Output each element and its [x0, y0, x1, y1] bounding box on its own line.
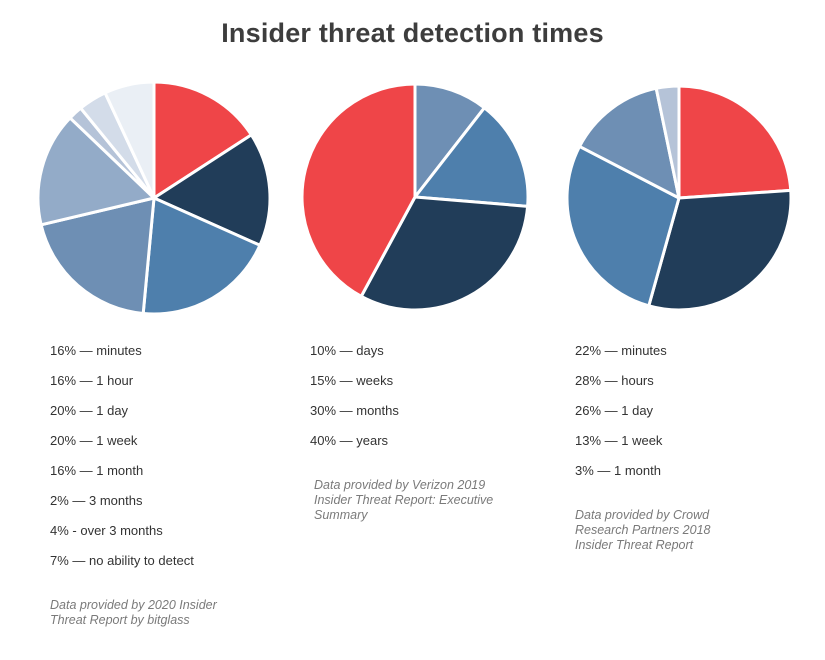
legend-item: 40% — years — [310, 433, 389, 448]
legend-bitglass: 16% — minutes 16% — 1 hour 20% — 1 day 2… — [50, 336, 194, 576]
legend-item: 20% — 1 day — [50, 403, 129, 418]
pie-slice — [565, 144, 681, 308]
legend-item: 13% — 1 week — [575, 433, 663, 448]
pie-slice — [647, 188, 793, 312]
legend-item: 2% — 3 months — [50, 493, 143, 508]
legend-item: 16% — 1 month — [50, 463, 144, 478]
pie-slice — [578, 86, 681, 200]
source-note-bitglass: Data provided by 2020 Insider Threat Rep… — [50, 598, 217, 627]
pie-chart-bitglass — [36, 80, 272, 316]
pie-slice — [152, 133, 272, 247]
source-note-crowd-research: Data provided by Crowd Research Partners… — [575, 508, 711, 552]
legend-item: 30% — months — [310, 403, 399, 418]
pie-slice — [36, 116, 156, 227]
legend-crowd-research: 22% — minutes 28% — hours 26% — 1 day 13… — [575, 336, 667, 486]
pie-slice — [300, 82, 417, 298]
legend-item: 22% — minutes — [575, 343, 667, 358]
legend-item: 20% — 1 week — [50, 433, 138, 448]
legend-item: 7% — no ability to detect — [50, 553, 194, 568]
source-note-verizon: Data provided by Verizon 2019 Insider Th… — [314, 478, 494, 522]
pie-slice — [152, 80, 253, 200]
pie-chart-crowd-research — [565, 84, 793, 312]
chart-title: Insider threat detection times — [221, 18, 604, 48]
legend-verizon: 10% — days 15% — weeks 30% — months 40% … — [310, 336, 399, 456]
pie-slice — [103, 80, 156, 200]
legend-item: 4% - over 3 months — [50, 523, 163, 538]
legend-item: 16% — minutes — [50, 343, 142, 358]
legend-item: 16% — 1 hour — [50, 373, 134, 388]
pie-chart-verizon — [300, 82, 530, 312]
legend-item: 3% — 1 month — [575, 463, 661, 478]
pie-slice — [677, 84, 793, 200]
legend-item: 10% — days — [310, 343, 384, 358]
pie-slice — [141, 196, 262, 316]
legend-item: 15% — weeks — [310, 373, 394, 388]
pie-slice — [413, 106, 530, 208]
legend-item: 26% — 1 day — [575, 403, 654, 418]
pie-slice — [654, 84, 681, 200]
pie-slice — [39, 196, 156, 315]
pie-slice — [359, 195, 530, 312]
legend-item: 28% — hours — [575, 373, 654, 388]
